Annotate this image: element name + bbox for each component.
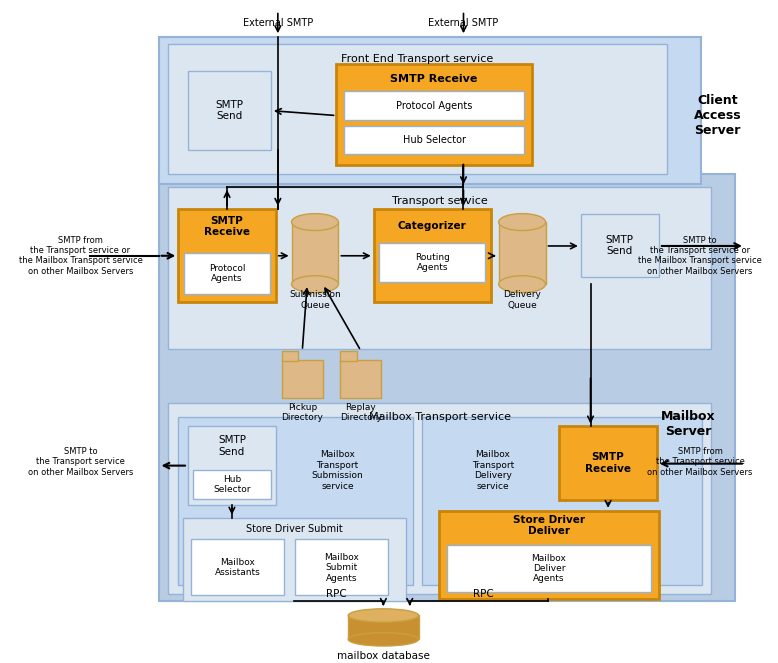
Text: Transport service: Transport service — [391, 196, 488, 206]
Bar — [447, 545, 651, 592]
Text: Hub Selector: Hub Selector — [403, 135, 466, 145]
Text: SMTP
Receive: SMTP Receive — [204, 215, 250, 237]
Ellipse shape — [292, 213, 338, 231]
Text: External SMTP: External SMTP — [243, 19, 313, 29]
Bar — [380, 243, 485, 282]
Ellipse shape — [349, 633, 419, 646]
Bar — [168, 44, 667, 174]
Text: Protocol
Agents: Protocol Agents — [209, 264, 245, 283]
Bar — [188, 426, 276, 505]
Bar — [184, 253, 270, 294]
Ellipse shape — [499, 213, 545, 231]
Text: Mailbox
Transport
Submission
service: Mailbox Transport Submission service — [312, 450, 363, 491]
Text: Replay
Directory: Replay Directory — [340, 403, 382, 422]
Bar — [193, 469, 271, 499]
Text: Mailbox
Transport
Delivery
service: Mailbox Transport Delivery service — [471, 450, 514, 491]
Bar — [341, 360, 381, 398]
Bar — [559, 426, 657, 500]
Text: Client
Access
Server: Client Access Server — [694, 94, 741, 137]
Text: Protocol Agents: Protocol Agents — [396, 101, 472, 111]
Bar — [178, 209, 276, 302]
Text: Submission
Queue: Submission Queue — [289, 290, 341, 310]
Text: Store Driver
Deliver: Store Driver Deliver — [513, 514, 585, 536]
Text: Store Driver Submit: Store Driver Submit — [246, 524, 343, 534]
Text: Mailbox
Deliver
Agents: Mailbox Deliver Agents — [531, 554, 566, 583]
Bar — [159, 37, 701, 184]
Text: Delivery
Queue: Delivery Queue — [503, 290, 541, 310]
Text: SMTP
Receive: SMTP Receive — [585, 452, 631, 474]
Bar — [422, 416, 702, 585]
Text: RPC: RPC — [473, 589, 493, 599]
Text: Mailbox
Submit
Agents: Mailbox Submit Agents — [324, 553, 359, 583]
Text: Mailbox
Assistants: Mailbox Assistants — [215, 558, 260, 577]
Text: Pickup
Directory: Pickup Directory — [282, 403, 323, 422]
Text: Mailbox Transport service: Mailbox Transport service — [369, 412, 510, 422]
Text: Hub
Selector: Hub Selector — [213, 475, 251, 494]
Bar — [499, 222, 545, 284]
Text: SMTP
Send: SMTP Send — [218, 435, 246, 457]
Bar — [336, 64, 532, 164]
Bar — [168, 187, 710, 349]
Text: SMTP
Send: SMTP Send — [606, 235, 634, 257]
Bar — [373, 209, 491, 302]
Bar — [345, 91, 524, 121]
Bar — [296, 539, 388, 595]
Text: Mailbox
Server: Mailbox Server — [661, 410, 716, 438]
Ellipse shape — [292, 276, 338, 292]
Bar — [292, 222, 338, 284]
Bar — [282, 351, 298, 361]
Bar — [349, 615, 419, 639]
Text: External SMTP: External SMTP — [429, 19, 499, 29]
Bar — [178, 416, 412, 585]
Bar — [188, 72, 271, 150]
Bar — [439, 511, 659, 599]
Text: Front End Transport service: Front End Transport service — [342, 54, 494, 64]
Bar — [580, 213, 659, 277]
Text: RPC: RPC — [326, 589, 347, 599]
Bar — [168, 403, 710, 594]
Text: Categorizer: Categorizer — [398, 221, 467, 231]
Text: SMTP
Send: SMTP Send — [216, 100, 244, 121]
Bar — [345, 127, 524, 154]
Text: Routing
Agents: Routing Agents — [415, 253, 450, 272]
Text: SMTP from
the Transport service
on other Mailbox Servers: SMTP from the Transport service on other… — [647, 447, 752, 477]
Text: SMTP to
the Transport service
on other Mailbox Servers: SMTP to the Transport service on other M… — [28, 447, 133, 477]
Bar — [282, 360, 323, 398]
Ellipse shape — [499, 276, 545, 292]
Bar — [191, 539, 284, 595]
Bar — [183, 518, 406, 601]
Text: SMTP from
the Transport service or
the Mailbox Transport service
on other Mailbo: SMTP from the Transport service or the M… — [19, 235, 142, 276]
Text: SMTP to
the Transport service or
the Mailbox Transport service
on other Mailbox : SMTP to the Transport service or the Mai… — [638, 235, 762, 276]
Text: mailbox database: mailbox database — [337, 651, 429, 661]
Ellipse shape — [349, 609, 419, 622]
Text: SMTP Receive: SMTP Receive — [391, 74, 478, 84]
Bar — [159, 174, 735, 601]
Bar — [341, 351, 357, 361]
